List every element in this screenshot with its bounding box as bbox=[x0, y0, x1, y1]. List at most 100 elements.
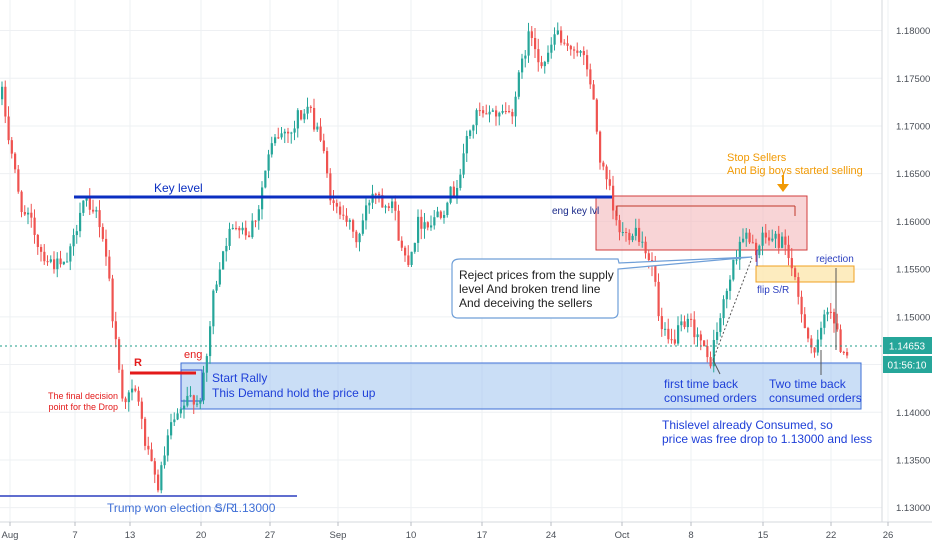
flip-sr-zone bbox=[755, 265, 855, 283]
callout-line-3: And deceiving the sellers bbox=[459, 296, 592, 310]
candle-bull bbox=[488, 105, 491, 123]
candle-bear bbox=[300, 110, 303, 121]
price-tick-label: 1.17000 bbox=[896, 121, 930, 132]
candle-bull bbox=[517, 70, 520, 100]
candle-bear bbox=[326, 147, 329, 178]
candle-bull bbox=[205, 353, 208, 382]
candle-bull bbox=[75, 224, 78, 244]
candle-bear bbox=[508, 105, 511, 114]
candle-bear bbox=[576, 42, 579, 57]
candle-bear bbox=[407, 245, 410, 267]
candle-bull bbox=[189, 386, 192, 398]
candle-bear bbox=[534, 27, 537, 59]
candle-bull bbox=[160, 461, 163, 494]
candle-bear bbox=[144, 416, 147, 451]
candle-bear bbox=[329, 168, 332, 205]
candle-bull bbox=[631, 233, 634, 243]
time-tick-label: 24 bbox=[546, 530, 557, 541]
flip-sr-label: flip S/R bbox=[757, 285, 789, 296]
price-axis[interactable]: 1.130001.135001.140001.145001.150001.155… bbox=[881, 0, 932, 522]
candle-bear bbox=[40, 244, 43, 262]
trump-value: 1.13000 bbox=[232, 501, 276, 515]
candle-bull bbox=[166, 429, 169, 462]
candle-bear bbox=[615, 205, 618, 226]
candle-bear bbox=[612, 175, 615, 220]
candle-bear bbox=[540, 55, 543, 69]
time-tick-label: 26 bbox=[883, 530, 894, 541]
time-axis[interactable]: Aug 7 13 20 27 Sep 10 17 24 Oct 8 15 22 26 bbox=[0, 521, 932, 541]
time-tick-label: Oct bbox=[615, 530, 630, 541]
candle-bear bbox=[764, 224, 767, 244]
candle-bull bbox=[475, 108, 478, 135]
candle-bull bbox=[553, 27, 556, 51]
candle-bear bbox=[699, 330, 702, 351]
candle-bull bbox=[274, 134, 277, 146]
candle-bear bbox=[602, 160, 605, 171]
candle-bull bbox=[501, 104, 504, 115]
candle-bull bbox=[820, 321, 823, 346]
candle-bull bbox=[716, 322, 719, 345]
candle-bull bbox=[686, 313, 689, 333]
candle-bull bbox=[316, 122, 319, 132]
candle-bear bbox=[235, 221, 238, 231]
candle-bull bbox=[738, 236, 741, 270]
candle-bull bbox=[66, 252, 69, 263]
key-level-label: Key level bbox=[154, 181, 203, 195]
candle-bull bbox=[186, 386, 189, 408]
candle-bull bbox=[771, 229, 774, 243]
candle-bull bbox=[491, 108, 494, 112]
start-rally-line-2: This Demand hold the price up bbox=[212, 386, 376, 400]
candle-bull bbox=[173, 412, 176, 426]
candle-bear bbox=[426, 221, 429, 231]
candle-bear bbox=[118, 336, 121, 374]
candle-bull bbox=[430, 215, 433, 231]
candle-bear bbox=[452, 181, 455, 198]
annotations-layer: Key level R eng The final decision point… bbox=[48, 152, 872, 515]
candles-layer bbox=[1, 22, 849, 494]
candle-bear bbox=[706, 339, 709, 363]
candle-bull bbox=[712, 329, 715, 373]
countdown-value: 01:56:10 bbox=[888, 361, 927, 372]
price-tick-label: 1.13000 bbox=[896, 503, 930, 514]
eng-box bbox=[180, 369, 203, 402]
candle-bull bbox=[774, 230, 777, 249]
candle-bear bbox=[420, 209, 423, 240]
candle-bull bbox=[634, 218, 637, 241]
candle-bear bbox=[748, 229, 751, 244]
candle-bear bbox=[660, 307, 663, 337]
candle-bull bbox=[498, 111, 501, 126]
candle-bear bbox=[670, 328, 673, 344]
final-decision-line-1: The final decision bbox=[48, 391, 118, 401]
candle-bear bbox=[17, 164, 20, 194]
candle-bear bbox=[114, 311, 117, 348]
candle-bear bbox=[244, 220, 247, 240]
candle-bull bbox=[296, 108, 299, 138]
candle-bull bbox=[462, 143, 465, 179]
candle-bull bbox=[745, 228, 748, 247]
current-price-tag bbox=[883, 337, 932, 354]
r-label: R bbox=[134, 357, 142, 369]
candle-bull bbox=[215, 280, 218, 294]
candle-bear bbox=[836, 313, 839, 332]
candle-bull bbox=[742, 228, 745, 244]
candle-bull bbox=[179, 407, 182, 418]
price-tick-label: 1.15000 bbox=[896, 312, 930, 323]
candle-bull bbox=[69, 243, 72, 271]
candle-bull bbox=[664, 322, 667, 336]
candle-bear bbox=[482, 106, 485, 118]
candle-bull bbox=[816, 329, 819, 356]
candle-bull bbox=[677, 316, 680, 346]
candle-bear bbox=[335, 199, 338, 214]
candle-bear bbox=[690, 313, 693, 328]
candle-bear bbox=[238, 226, 241, 239]
candle-bear bbox=[105, 229, 108, 266]
candle-bear bbox=[319, 118, 322, 142]
candle-bear bbox=[121, 364, 124, 402]
candle-bull bbox=[228, 222, 231, 251]
candle-bear bbox=[709, 351, 712, 369]
candle-bull bbox=[163, 446, 166, 469]
candle-bull bbox=[306, 97, 309, 120]
time-tick-label: 10 bbox=[406, 530, 417, 541]
